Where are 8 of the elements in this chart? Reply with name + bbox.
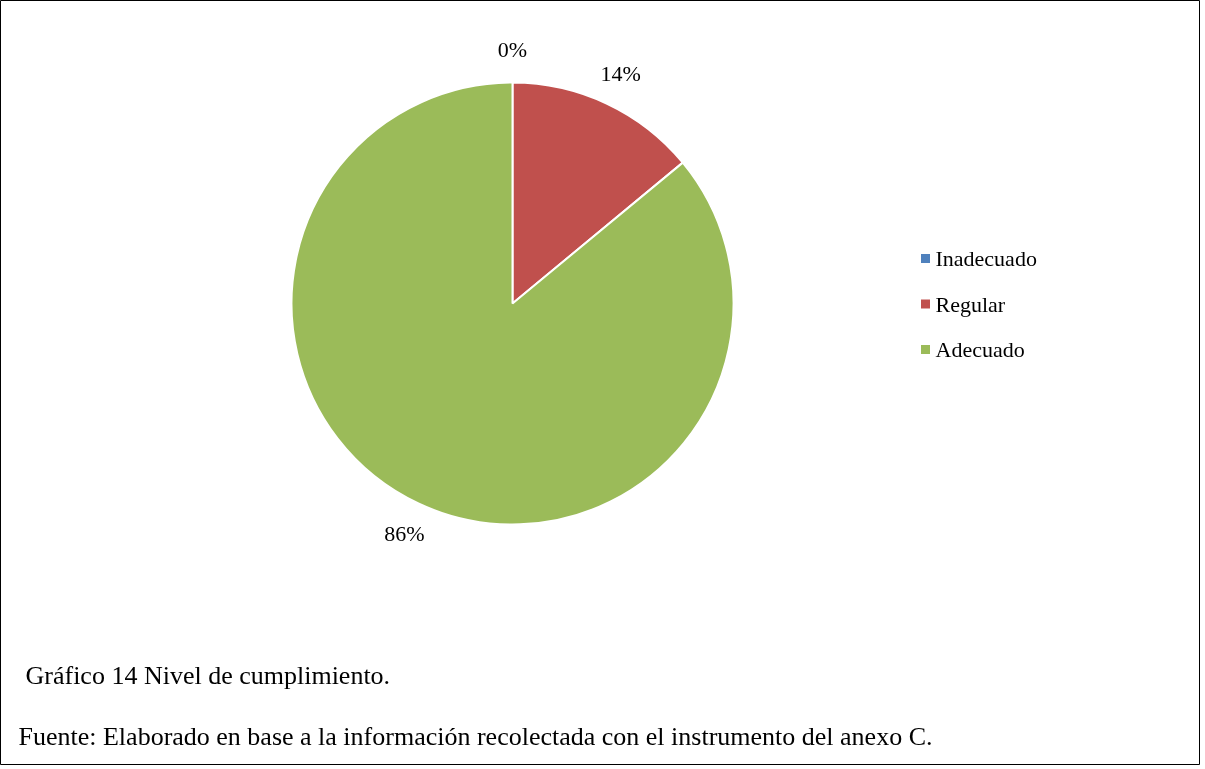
data-label: 14% <box>600 61 641 87</box>
legend-label: Regular <box>935 291 1006 317</box>
data-label: 86% <box>384 520 425 546</box>
source-note: Fuente: Elaborado en base a la información recolectada con el instrumento del anexo C. <box>18 722 933 751</box>
text: Gráfico 14 Nivel de cumplimiento. <box>25 661 391 690</box>
text: 0% <box>497 36 528 62</box>
legend-label: Adecuado <box>935 337 1025 362</box>
legend-label: Inadecuado <box>935 246 1037 271</box>
